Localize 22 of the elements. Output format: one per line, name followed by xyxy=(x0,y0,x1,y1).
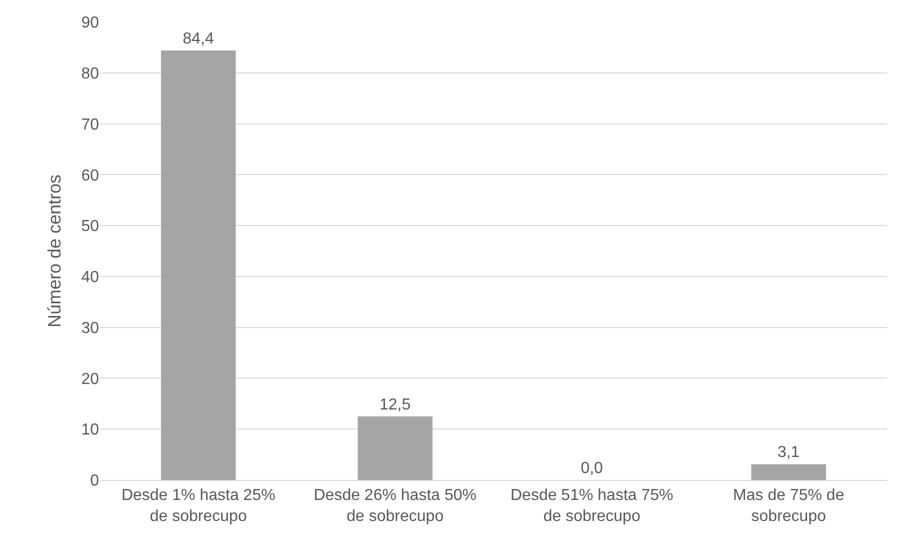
data-label: 84,4 xyxy=(182,30,214,48)
bar xyxy=(160,50,236,480)
data-label: 0,0 xyxy=(580,460,604,477)
data-label: 12,5 xyxy=(380,396,411,414)
y-tick-label: 90 xyxy=(81,14,100,32)
y-tick-label: 40 xyxy=(81,269,100,286)
y-tick-label: 10 xyxy=(81,422,100,439)
bar xyxy=(358,416,433,480)
y-tick-label: 20 xyxy=(81,370,100,388)
y-axis-title: Número de centros xyxy=(44,174,64,328)
y-tick-label: 60 xyxy=(81,167,100,184)
y-tick-label: 50 xyxy=(81,218,100,236)
y-tick-label: 80 xyxy=(81,65,100,82)
y-tick-label: 0 xyxy=(90,472,100,490)
x-tick-label: Desde 51% hasta 75% de sobrecupo xyxy=(510,487,674,525)
bar xyxy=(751,464,826,480)
y-tick-label: 70 xyxy=(81,116,100,134)
x-tick-label: Desde 1% hasta 25% de sobrecupo xyxy=(121,487,276,525)
x-tick-label: Mas de 75% de sobrecupo xyxy=(733,487,844,525)
y-tick-label: 30 xyxy=(81,320,100,337)
x-tick-label: Desde 26% hasta 50% de sobrecupo xyxy=(314,487,477,525)
data-label: 3,1 xyxy=(777,444,800,462)
